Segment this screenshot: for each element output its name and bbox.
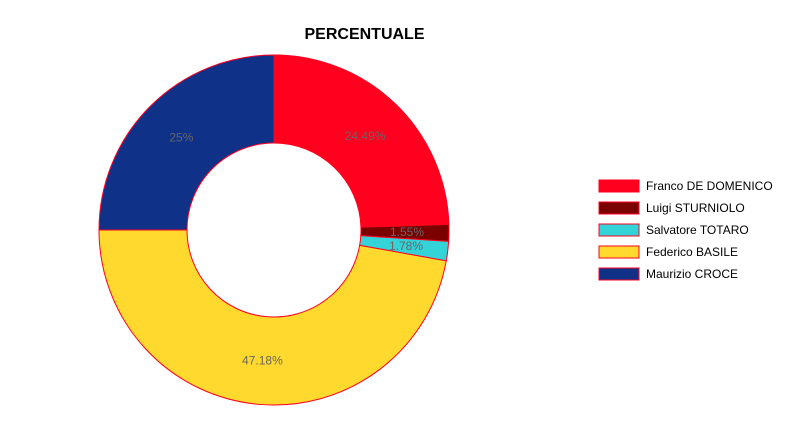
legend-label: Franco DE DOMENICO: [646, 179, 773, 193]
legend-item-salvatore-totaro[interactable]: Salvatore TOTARO: [598, 223, 749, 237]
legend-label: Luigi STURNIOLO: [646, 201, 745, 215]
legend[interactable]: Franco DE DOMENICO Luigi STURNIOLO Salvato…: [598, 179, 773, 281]
legend-swatch: [598, 245, 640, 259]
legend-label: Maurizio CROCE: [646, 267, 738, 281]
slice-label-luigi-sturniolo: 1.55%: [390, 225, 424, 239]
legend-item-luigi-sturniolo[interactable]: Luigi STURNIOLO: [598, 201, 745, 215]
slice-label-maurizio-croce: 25%: [169, 130, 193, 144]
legend-swatch: [598, 267, 640, 281]
slice-franco-de-domenico[interactable]: [273, 54, 450, 228]
slice-label-salvatore-totaro: 1.78%: [389, 239, 423, 253]
legend-label: Salvatore TOTARO: [646, 223, 749, 237]
slice-label-franco-de-domenico: 24.49%: [345, 129, 386, 143]
legend-item-maurizio-croce[interactable]: Maurizio CROCE: [598, 267, 738, 281]
slice-maurizio-croce[interactable]: [98, 54, 275, 231]
legend-item-franco-de-domenico[interactable]: Franco DE DOMENICO: [598, 179, 773, 193]
chart-title: PERCENTUALE: [304, 26, 425, 43]
legend-swatch: [598, 223, 640, 237]
legend-swatch: [598, 179, 640, 193]
slices-group: [98, 54, 450, 406]
legend-item-federico-basile[interactable]: Federico BASILE: [598, 245, 738, 259]
slice-label-federico-basile: 47.18%: [242, 354, 283, 368]
slice-federico-basile[interactable]: [98, 229, 447, 406]
slice-labels-group: 24.49% 1.55%1.78% 47.18% 25%: [169, 129, 424, 368]
legend-label: Federico BASILE: [646, 245, 738, 259]
legend-swatch: [598, 201, 640, 215]
